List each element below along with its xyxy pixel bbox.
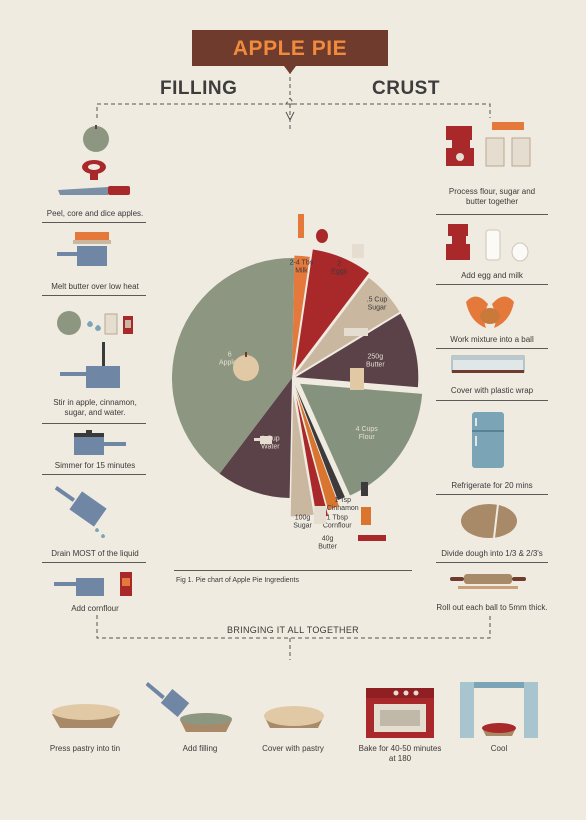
- add-filling-icon: [146, 682, 232, 732]
- pie-slice: [292, 255, 310, 378]
- divider: [436, 284, 548, 285]
- divider: [42, 423, 146, 424]
- crust-step-4-label: Cover with plastic wrap: [450, 386, 534, 395]
- pie-slice-label: 2-4 Tbs Milk: [290, 259, 314, 274]
- pie-slice-label: 6 Apples: [219, 351, 241, 366]
- final-step-3-label: Cover with pastry: [262, 744, 324, 753]
- filling-step-2-label: Melt butter over low heat: [51, 282, 139, 291]
- figure-caption: Fig 1. Pie chart of Apple Pie Ingredient…: [176, 577, 299, 584]
- pie-slice: [300, 383, 423, 496]
- pie-slice: [219, 378, 292, 498]
- final-step-5-label: Cool: [490, 744, 508, 753]
- apple-peeler-knife-icon: [58, 125, 130, 195]
- together-header: BRINGING IT ALL TOGETHER: [227, 625, 359, 635]
- pie-slice: [295, 385, 345, 501]
- covered-pie-icon: [264, 706, 324, 728]
- processor-egg-milk-icon: [446, 224, 529, 262]
- divider: [436, 214, 548, 215]
- figure-caption-text: Pie chart of Apple Pie Ingredients: [195, 577, 299, 584]
- filling-step-3-label: Stir in apple, cinnamon, sugar, and wate…: [53, 398, 137, 417]
- pie-slice-label: 250g Butter: [366, 353, 385, 368]
- final-step-2-label: Add filling: [182, 744, 218, 753]
- refrigerator-icon: [472, 412, 504, 468]
- divided-dough-icon: [461, 503, 517, 539]
- drain-pot-icon: [55, 486, 107, 538]
- pie-labels: 2-4 Tbs Milk 2 Eggs .5 Cup Sugar 250g Butter 4 C…: [219, 259, 387, 550]
- oven-icon: [366, 688, 434, 738]
- crust-step-3-label: Work mixture into a ball: [450, 335, 534, 344]
- divider: [42, 474, 146, 475]
- crust-step-1-label: Process flour, sugar and butter together: [448, 187, 536, 206]
- pie-slice-label: 2 Eggs: [331, 260, 347, 275]
- pie-decorations: [233, 214, 386, 541]
- food-processor-icon: [446, 122, 531, 167]
- crust-step-7-label: Roll out each ball to 5mm thick.: [436, 603, 548, 612]
- final-step-1-label: Press pastry into tin: [49, 744, 121, 753]
- pie-slice-label: 1 Tbsp Cornflour: [323, 514, 352, 529]
- pie-tin-icon: [52, 704, 120, 728]
- pie-slice-label: .5 Cup Sugar: [367, 296, 388, 311]
- divider: [436, 494, 548, 495]
- cornflour-pot-icon: [54, 572, 132, 596]
- filling-step-5-label: Drain MOST of the liquid: [51, 549, 139, 558]
- simmer-pot-icon: [74, 430, 126, 455]
- divider: [42, 295, 146, 296]
- pie-slice-label: 1 Tsp Cinnamon: [327, 497, 359, 512]
- window-cooling-icon: [460, 682, 538, 738]
- pie-slice: [296, 391, 340, 510]
- divider: [436, 348, 548, 349]
- plastic-wrap-icon: [451, 355, 525, 373]
- title-banner: APPLE PIE: [192, 30, 388, 74]
- final-step-4-label: Bake for 40-50 minutes at 180: [358, 744, 442, 763]
- pie-slice-label: 40g Butter: [318, 536, 337, 551]
- pie-slices: [171, 249, 423, 519]
- divider: [42, 222, 146, 223]
- saucepan-butter-icon: [57, 232, 111, 266]
- caption-divider: [174, 570, 412, 571]
- pie-slice: [295, 249, 370, 371]
- crust-step-5-label: Refrigerate for 20 mins: [451, 481, 533, 490]
- ingredients-pie-chart: 2-4 Tbs Milk 2 Eggs .5 Cup Sugar 250g Butter 4 C…: [171, 214, 423, 551]
- pie-slice: [290, 393, 314, 517]
- figure-caption-prefix: Fig 1.: [176, 577, 194, 584]
- filling-step-6-label: Add cornflour: [71, 604, 119, 613]
- pie-slice: [294, 277, 400, 376]
- filling-header: FILLING: [160, 78, 238, 99]
- crust-step-2-label: Add egg and milk: [461, 271, 523, 280]
- hands-dough-ball-icon: [466, 296, 514, 328]
- pie-slice: [296, 397, 329, 519]
- divider: [436, 400, 548, 401]
- ingredients-icon: [57, 311, 133, 335]
- pie-slice-label: 100g Sugar: [293, 515, 312, 530]
- divider: [42, 562, 146, 563]
- filling-step-1-label: Peel, core and dice apples.: [46, 209, 144, 218]
- rolling-pin-icon: [450, 574, 526, 589]
- stirring-pot-icon: [60, 342, 120, 388]
- pie-slice: [295, 313, 419, 388]
- pie-slice-label: 4 Cups Flour: [356, 426, 379, 441]
- crust-step-6-label: Divide dough into 1/3 & 2/3's: [441, 549, 543, 558]
- page-title: APPLE PIE: [232, 37, 348, 60]
- divider: [436, 562, 548, 563]
- crust-header: CRUST: [372, 78, 440, 99]
- filling-step-4-label: Simmer for 15 minutes: [54, 461, 136, 470]
